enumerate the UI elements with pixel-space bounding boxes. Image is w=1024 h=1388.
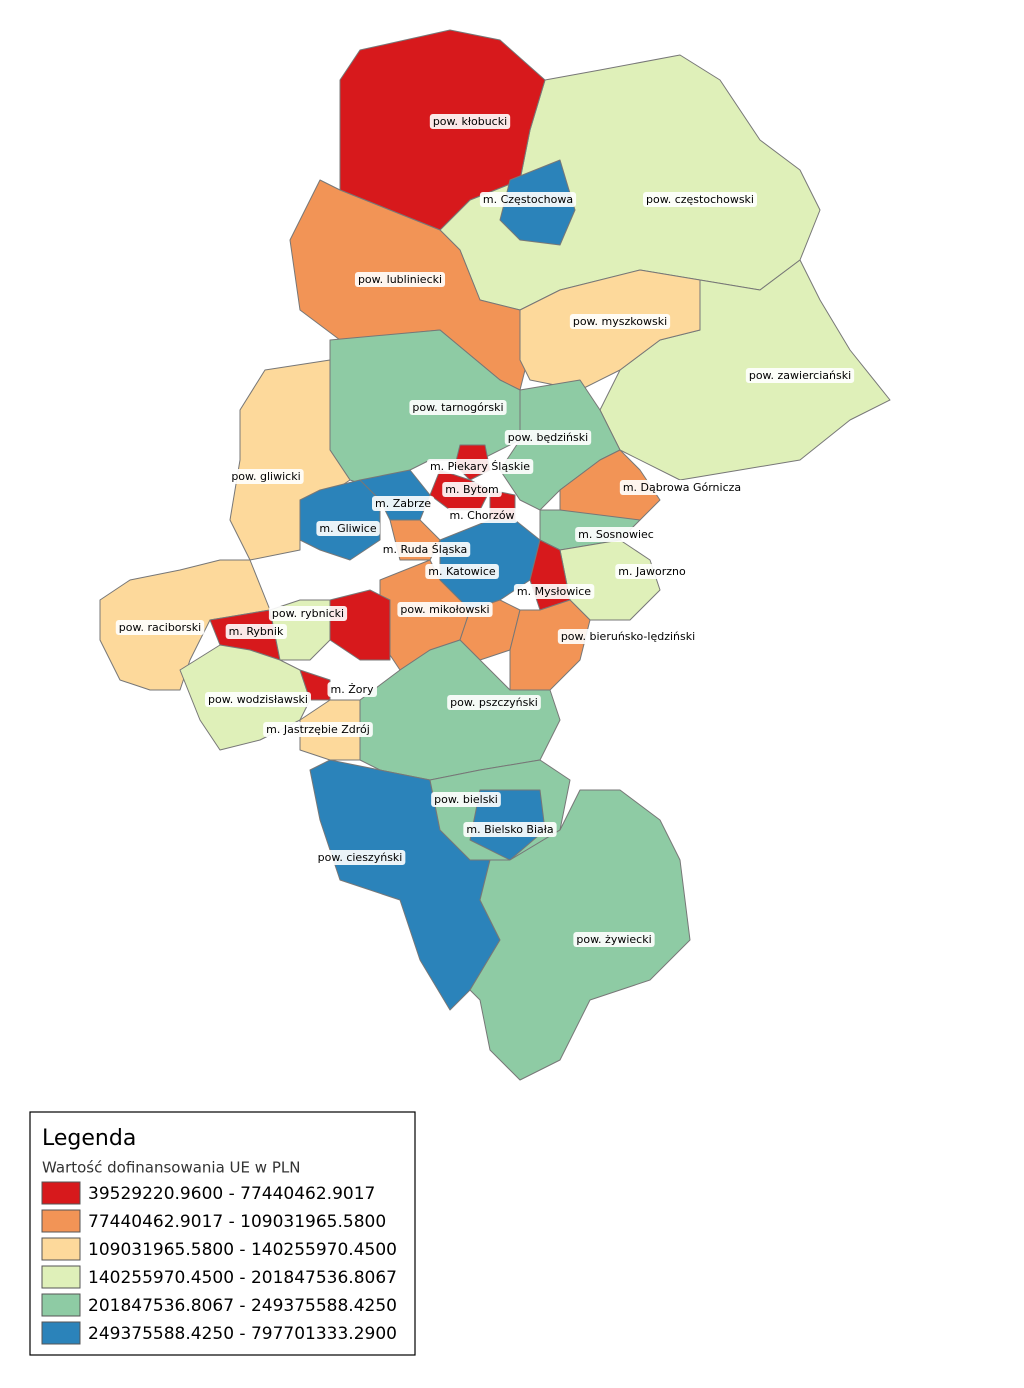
legend-label: 140255970.4500 - 201847536.8067: [88, 1268, 397, 1288]
legend-swatch: [41, 1237, 81, 1261]
label-box: [115, 620, 205, 635]
region-label: m. Żory: [330, 683, 373, 696]
legend-label: 249375588.4250 - 797701333.2900: [88, 1324, 397, 1344]
label-box: [615, 564, 689, 579]
region-label: pow. kłobucki: [433, 115, 507, 128]
region-label: m. Katowice: [428, 565, 496, 578]
label-box: [619, 480, 745, 495]
label-box: [314, 850, 406, 865]
region-label: pow. bielski: [434, 793, 498, 806]
regions: [99, 29, 891, 1081]
label-box: [479, 192, 577, 207]
label-box: [557, 629, 699, 644]
region-label: m. Dąbrowa Górnicza: [623, 481, 741, 494]
region-label: pow. myszkowski: [573, 315, 667, 328]
label-box: [431, 792, 501, 807]
label-box: [513, 584, 595, 599]
legend-swatch: [41, 1181, 81, 1205]
legend-label: 201847536.8067 - 249375588.4250: [88, 1296, 397, 1316]
label-box: [327, 682, 377, 697]
region-label: m. Ruda Śląska: [383, 543, 467, 556]
region-label: m. Jastrzębie Zdrój: [266, 723, 370, 736]
label-box: [573, 932, 655, 947]
label-box: [268, 606, 348, 621]
region-label: pow. rybnicki: [272, 607, 344, 620]
label-box: [354, 272, 446, 287]
region-label: pow. mikołowski: [400, 603, 489, 616]
label-box: [426, 459, 534, 474]
label-box: [463, 822, 557, 837]
legend-label: 77440462.9017 - 109031965.5800: [88, 1212, 386, 1232]
legend-box: [29, 1111, 416, 1356]
region-label: pow. tarnogórski: [412, 401, 503, 414]
region-label: m. Gliwice: [319, 522, 376, 535]
label-box: [504, 430, 592, 445]
region-label: pow. gliwicki: [231, 470, 300, 483]
label-box: [225, 624, 287, 639]
label-box: [745, 368, 855, 383]
legend-swatch: [41, 1265, 81, 1289]
region-label: pow. raciborski: [119, 621, 201, 634]
region: [329, 589, 391, 661]
region: [509, 599, 591, 691]
label-box: [379, 542, 471, 557]
region-label: m. Częstochowa: [483, 193, 573, 206]
label-box: [425, 564, 499, 579]
region-label: pow. bieruńsko-lędziński: [561, 630, 695, 643]
region-label: pow. będziński: [508, 431, 588, 444]
region-label: m. Bielsko Biała: [466, 823, 553, 836]
region-label: pow. wodzisławski: [208, 693, 308, 706]
legend-swatch: [41, 1321, 81, 1345]
region-label: m. Bytom: [445, 483, 499, 496]
label-box: [263, 722, 373, 737]
legend-title: Legenda: [42, 1126, 136, 1151]
label-box: [569, 314, 671, 329]
label-box: [371, 496, 435, 511]
label-box: [228, 469, 304, 484]
region-label: m. Zabrze: [375, 497, 431, 510]
region-label: pow. pszczyński: [450, 696, 538, 709]
label-box: [429, 114, 511, 129]
label-box: [643, 192, 757, 207]
region: [339, 29, 546, 231]
region-label: m. Mysłowice: [517, 585, 591, 598]
label-box: [316, 521, 380, 536]
region-label: pow. zawierciański: [749, 369, 851, 382]
legend-swatch: [41, 1209, 81, 1233]
label-box: [205, 692, 311, 707]
label-box: [409, 400, 507, 415]
label-box: [442, 482, 502, 497]
legend-subtitle: Wartość dofinansowania UE w PLN: [42, 1159, 300, 1177]
region-label: pow. częstochowski: [646, 193, 754, 206]
label-box: [575, 527, 657, 542]
region: [519, 269, 701, 391]
region: [299, 479, 381, 561]
label-box: [447, 695, 541, 710]
legend-label: 39529220.9600 - 77440462.9017: [88, 1184, 375, 1204]
region-label: m. Piekary Śląskie: [430, 460, 530, 473]
legend-label: 109031965.5800 - 140255970.4500: [88, 1240, 397, 1260]
region-label: m. Jaworzno: [618, 565, 686, 578]
label-box: [446, 508, 518, 523]
region-label: m. Rybnik: [229, 625, 284, 638]
label-box: [397, 602, 493, 617]
region-label: pow. żywiecki: [576, 933, 651, 946]
region-label: pow. cieszyński: [318, 851, 403, 864]
region-label: m. Chorzów: [449, 509, 514, 522]
region-label: pow. lubliniecki: [358, 273, 442, 286]
legend-swatch: [41, 1293, 81, 1317]
region-labels: pow. częstochowski pow. kłobucki m. Często…: [115, 114, 855, 947]
region-label: m. Sosnowiec: [578, 528, 654, 541]
